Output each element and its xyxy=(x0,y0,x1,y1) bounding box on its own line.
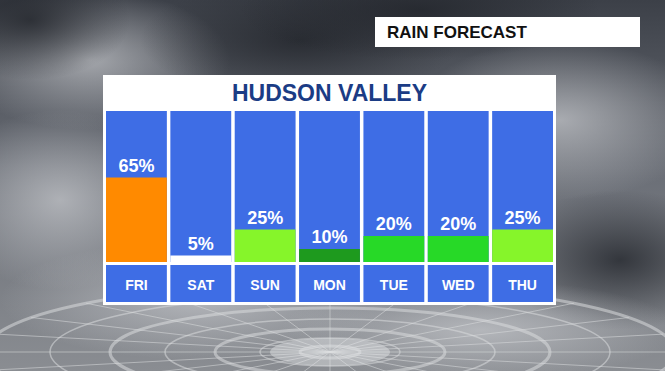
day-cell xyxy=(106,265,167,302)
cloud xyxy=(0,0,130,80)
data-label: 5% xyxy=(188,234,214,254)
x-tick-label: THU xyxy=(508,277,537,293)
columns xyxy=(106,111,553,302)
day-cell xyxy=(492,265,553,302)
background xyxy=(0,0,665,371)
data-label: 65% xyxy=(118,156,154,176)
x-tick-label: SAT xyxy=(187,277,214,293)
column-bg xyxy=(428,111,489,262)
day-cell xyxy=(428,265,489,302)
x-tick-label: SUN xyxy=(250,277,280,293)
bar xyxy=(363,236,424,262)
day-cell xyxy=(363,265,424,302)
day-cell xyxy=(235,265,296,302)
annotation: RAIN FORECAST xyxy=(387,23,527,42)
bar xyxy=(170,256,231,263)
panel-frame xyxy=(103,75,556,305)
x-tick-label: FRI xyxy=(125,277,148,293)
chart-svg: RAIN FORECAST HUDSON VALLEY FRI 65% SAT 5% SUN… xyxy=(0,0,665,371)
day-cell xyxy=(299,265,360,302)
data-label: 25% xyxy=(247,208,283,228)
bar xyxy=(299,249,360,262)
column-bg xyxy=(235,111,296,262)
labels: FRI 65% SAT 5% SUN 25% MON 10% TUE 20% WED 20% THU 25… xyxy=(118,156,540,294)
bars xyxy=(106,178,553,263)
column-bg xyxy=(363,111,424,262)
column-bg xyxy=(170,111,231,262)
x-tick-label: TUE xyxy=(380,277,408,293)
data-label: 10% xyxy=(311,227,347,247)
stage: RAIN FORECAST HUDSON VALLEY FRI 65% SAT 5% SUN… xyxy=(0,0,665,371)
bar xyxy=(492,230,553,263)
column-bg xyxy=(106,111,167,262)
column-bg xyxy=(299,111,360,262)
data-label: 20% xyxy=(376,214,412,234)
column-bg xyxy=(492,111,553,262)
data-label: 20% xyxy=(440,214,476,234)
radar-center xyxy=(270,338,390,366)
x-tick-label: WED xyxy=(442,277,475,293)
bar xyxy=(235,230,296,263)
bar xyxy=(106,178,167,263)
title: HUDSON VALLEY xyxy=(232,80,427,106)
annotation-box xyxy=(375,17,640,47)
day-cell xyxy=(170,265,231,302)
data-label: 25% xyxy=(505,208,541,228)
x-tick-label: MON xyxy=(313,277,346,293)
bar xyxy=(428,236,489,262)
